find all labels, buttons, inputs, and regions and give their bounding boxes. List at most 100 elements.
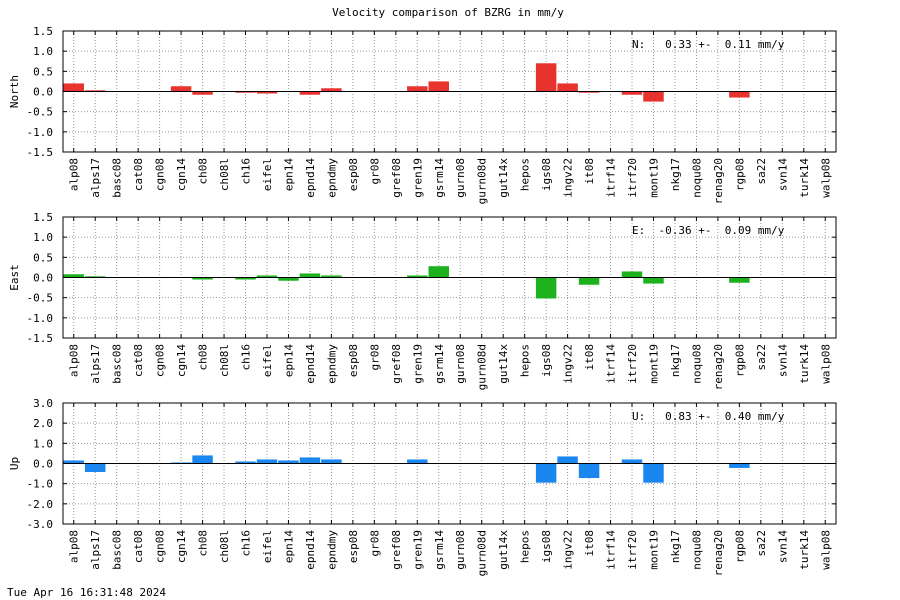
x-tick-label: gr08 xyxy=(368,158,381,185)
velocity-annotation: E: -0.36 +- 0.09 mm/y xyxy=(632,224,785,237)
y-tick-label: 0.5 xyxy=(33,251,53,264)
bar-mont19 xyxy=(643,91,664,102)
x-tick-label: cgn14 xyxy=(175,158,188,191)
x-tick-label: gren19 xyxy=(411,158,424,198)
bar-ingv22 xyxy=(557,83,578,92)
bar-ch08 xyxy=(192,455,213,464)
y-tick-label: -0.5 xyxy=(27,106,54,119)
y-tick-label: -0.5 xyxy=(27,292,54,305)
x-tick-label: walp08 xyxy=(819,344,832,384)
x-tick-label: ch08l xyxy=(218,158,231,191)
x-tick-label: epnd14 xyxy=(304,158,317,198)
y-tick-label: 0.0 xyxy=(33,458,53,471)
x-tick-label: svn14 xyxy=(776,344,789,377)
x-tick-label: it08 xyxy=(583,158,596,185)
bar-itrf20 xyxy=(621,91,643,95)
bar-rgp08 xyxy=(729,463,750,468)
x-tick-label: gref08 xyxy=(390,158,403,198)
x-tick-label: hepos xyxy=(519,158,532,191)
timestamp: Tue Apr 16 16:31:48 2024 xyxy=(7,586,166,599)
x-tick-label: svn14 xyxy=(776,530,789,563)
x-tick-label: ch08l xyxy=(218,530,231,563)
bar-itrf20 xyxy=(621,459,643,464)
x-tick-label: sa22 xyxy=(755,158,768,185)
x-tick-label: gsrm14 xyxy=(433,158,446,198)
x-tick-label: alp08 xyxy=(68,344,81,377)
y-tick-label: 3.0 xyxy=(33,397,53,410)
bar-igs08 xyxy=(535,277,557,299)
x-tick-label: epnd14 xyxy=(304,530,317,570)
x-tick-label: gurn08 xyxy=(454,530,467,570)
x-tick-label: gref08 xyxy=(390,344,403,384)
bar-alp08 xyxy=(63,83,84,92)
bar-igs08 xyxy=(535,63,557,92)
bar-it08 xyxy=(578,277,600,285)
x-tick-label: it08 xyxy=(583,530,596,557)
x-tick-label: gref08 xyxy=(390,530,403,570)
bar-cgn14 xyxy=(170,86,192,92)
x-tick-label: renag20 xyxy=(712,344,725,390)
x-tick-label: ch16 xyxy=(240,530,253,557)
x-tick-label: ch08 xyxy=(197,158,210,185)
x-tick-label: epndmy xyxy=(325,158,338,198)
bar-eifel xyxy=(256,91,278,94)
y-tick-label: -1.5 xyxy=(27,332,54,345)
x-tick-label: gurn08 xyxy=(454,344,467,384)
x-tick-label: nkg17 xyxy=(669,344,682,377)
x-tick-label: cat08 xyxy=(132,344,145,377)
x-tick-label: eifel xyxy=(261,158,274,191)
x-tick-label: turk14 xyxy=(798,344,811,384)
x-tick-label: esp08 xyxy=(347,344,360,377)
y-tick-label: -1.0 xyxy=(27,478,54,491)
bar-epnd14 xyxy=(299,457,321,464)
x-tick-label: renag20 xyxy=(712,530,725,576)
x-tick-label: epnd14 xyxy=(304,344,317,384)
x-tick-label: ch08l xyxy=(218,344,231,377)
y-tick-label: 0.0 xyxy=(33,86,53,99)
bar-eifel xyxy=(256,275,278,278)
x-tick-label: svn14 xyxy=(776,158,789,191)
x-tick-label: alps17 xyxy=(89,344,102,384)
bar-ch16 xyxy=(235,461,256,464)
x-tick-label: gr08 xyxy=(368,344,381,371)
x-tick-label: basc08 xyxy=(111,530,124,570)
plot-frame xyxy=(62,30,837,153)
y-tick-label: 1.5 xyxy=(33,211,53,224)
bar-cgn14 xyxy=(170,462,192,464)
x-tick-label: gurn08d xyxy=(476,344,489,390)
x-tick-label: walp08 xyxy=(819,158,832,198)
bar-epnd14 xyxy=(299,91,321,95)
bar-ch16 xyxy=(235,91,256,93)
x-tick-label: itrf20 xyxy=(626,530,639,570)
x-tick-label: ingv22 xyxy=(562,344,575,384)
y-tick-label: -1.5 xyxy=(27,146,54,159)
y-tick-label: -3.0 xyxy=(27,518,54,531)
bar-gren19 xyxy=(407,459,428,464)
bar-gsrm14 xyxy=(428,81,449,92)
x-tick-label: sa22 xyxy=(755,344,768,371)
x-tick-label: eifel xyxy=(261,530,274,563)
x-tick-label: ch16 xyxy=(240,158,253,185)
y-tick-label: 1.0 xyxy=(33,437,53,450)
x-tick-label: alps17 xyxy=(89,530,102,570)
plot-frame xyxy=(62,402,837,525)
x-tick-label: itrf14 xyxy=(605,158,618,198)
velocity-annotation: N: 0.33 +- 0.11 mm/y xyxy=(632,38,785,51)
bar-epndmy xyxy=(321,88,342,92)
x-tick-label: esp08 xyxy=(347,158,360,191)
bar-gren19 xyxy=(407,86,428,92)
bar-it08 xyxy=(578,463,600,479)
y-axis-label: East xyxy=(8,264,21,291)
bar-epndmy xyxy=(321,275,342,278)
x-tick-label: noqu08 xyxy=(690,530,703,570)
bar-mont19 xyxy=(643,463,664,483)
x-tick-label: gren19 xyxy=(411,344,424,384)
x-tick-label: mont19 xyxy=(647,158,660,198)
x-tick-label: ingv22 xyxy=(562,158,575,198)
bar-igs08 xyxy=(535,463,557,483)
x-tick-label: sa22 xyxy=(755,530,768,557)
bar-mont19 xyxy=(643,277,664,284)
bar-rgp08 xyxy=(729,277,750,283)
bar-it08 xyxy=(578,91,600,93)
